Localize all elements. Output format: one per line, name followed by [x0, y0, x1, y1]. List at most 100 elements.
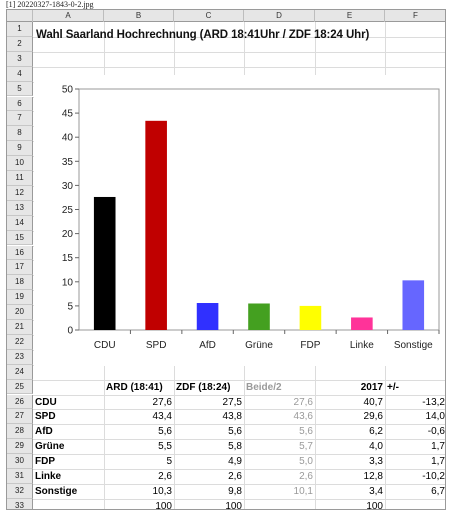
avg-value[interactable]: 43,6	[293, 411, 313, 423]
header-zdf[interactable]: ZDF (18:24)	[176, 381, 231, 393]
avg-value[interactable]: 2,6	[299, 471, 313, 482]
column-header-e[interactable]: E	[315, 10, 385, 22]
header-diff[interactable]: +/-	[387, 381, 399, 393]
column-header-bar: A B C D E F	[7, 10, 445, 22]
row-header-6[interactable]: 6	[7, 96, 33, 112]
y2017-value[interactable]: 3,3	[369, 456, 383, 468]
avg-value[interactable]: 5,0	[299, 456, 313, 468]
party-label[interactable]: FDP	[35, 456, 55, 468]
row-header-26[interactable]: 26	[7, 394, 33, 410]
avg-value[interactable]: 5,6	[299, 426, 313, 438]
header-beide[interactable]: Beide/2	[246, 381, 282, 393]
row-header-17[interactable]: 17	[7, 260, 33, 276]
row-header-32[interactable]: 32	[7, 483, 33, 499]
zdf-value[interactable]: 4,9	[228, 456, 242, 468]
avg-value[interactable]: 5,7	[299, 441, 313, 453]
row-header-12[interactable]: 12	[7, 185, 33, 201]
total-2017[interactable]: 100	[366, 500, 383, 510]
y-tick-label: 30	[62, 181, 74, 192]
diff-value[interactable]: 1,7	[431, 441, 445, 453]
row-header-14[interactable]: 14	[7, 215, 33, 231]
ard-value[interactable]: 5,6	[158, 426, 172, 438]
row-header-25[interactable]: 25	[7, 379, 33, 395]
ard-value[interactable]: 27,6	[152, 396, 172, 408]
zdf-value[interactable]: 9,8	[228, 485, 242, 497]
row-header-29[interactable]: 29	[7, 439, 33, 455]
row-gridline	[33, 424, 445, 426]
corner-cell[interactable]	[7, 10, 33, 22]
row-header-2[interactable]: 2	[7, 36, 33, 52]
row-header-31[interactable]: 31	[7, 469, 33, 484]
total-ard[interactable]: 100	[155, 500, 172, 510]
row-header-19[interactable]: 19	[7, 290, 33, 306]
row-header-4[interactable]: 4	[7, 66, 33, 82]
row-header-33[interactable]: 33	[7, 498, 33, 509]
row-header-10[interactable]: 10	[7, 156, 33, 171]
row-header-18[interactable]: 18	[7, 275, 33, 291]
row-header-13[interactable]: 13	[7, 200, 33, 216]
spreadsheet[interactable]: A B C D E F 1 2 3 4 5 6 7 8 9 10 11 12 13 14 15 16 17 18 1…	[6, 9, 446, 510]
y2017-value[interactable]: 29,6	[363, 411, 383, 423]
zdf-value[interactable]: 5,6	[228, 426, 242, 438]
row-header-11[interactable]: 11	[7, 171, 33, 186]
ard-value[interactable]: 5,5	[158, 441, 172, 453]
column-header-b[interactable]: B	[104, 10, 174, 22]
party-label[interactable]: Grüne	[35, 441, 65, 453]
row-header-28[interactable]: 28	[7, 424, 33, 440]
diff-value[interactable]: 1,7	[431, 456, 445, 468]
diff-value[interactable]: 14,0	[425, 411, 445, 423]
y2017-value[interactable]: 3,4	[369, 485, 383, 497]
row-header-1[interactable]: 1	[7, 22, 33, 37]
column-header-d[interactable]: D	[244, 10, 315, 22]
row-header-16[interactable]: 16	[7, 245, 33, 261]
party-label[interactable]: Linke	[35, 471, 62, 482]
ard-value[interactable]: 43,4	[152, 411, 172, 423]
row-header-8[interactable]: 8	[7, 126, 33, 142]
row-header-30[interactable]: 30	[7, 454, 33, 469]
ard-value[interactable]: 10,3	[152, 485, 172, 497]
diff-value[interactable]: -10,2	[422, 471, 445, 482]
ard-value[interactable]: 5	[166, 456, 172, 468]
bar-grüne	[248, 303, 270, 330]
row-header-5[interactable]: 5	[7, 81, 33, 97]
header-2017[interactable]: 2017	[360, 381, 383, 393]
column-header-a[interactable]: A	[33, 10, 104, 22]
row-header-24[interactable]: 24	[7, 364, 33, 380]
avg-value[interactable]: 27,6	[293, 396, 313, 408]
party-label[interactable]: Sonstige	[35, 485, 78, 497]
bar-sonstige	[402, 280, 425, 330]
y2017-value[interactable]: 4,0	[369, 441, 383, 453]
ard-value[interactable]: 2,6	[158, 471, 172, 482]
header-ard[interactable]: ARD (18:41)	[106, 381, 163, 393]
row-header-15[interactable]: 15	[7, 230, 33, 246]
row-header-9[interactable]: 9	[7, 141, 33, 157]
row-header-3[interactable]: 3	[7, 51, 33, 67]
diff-value[interactable]: -0,6	[427, 426, 445, 438]
row-header-21[interactable]: 21	[7, 320, 33, 335]
column-header-c[interactable]: C	[174, 10, 244, 22]
y2017-value[interactable]: 6,2	[369, 426, 383, 438]
y2017-value[interactable]: 12,8	[363, 471, 383, 482]
party-label[interactable]: AfD	[35, 426, 53, 438]
row-gridline	[33, 483, 445, 485]
zdf-value[interactable]: 43,8	[222, 411, 242, 423]
column-header-f[interactable]: F	[385, 10, 445, 22]
avg-value[interactable]: 10,1	[293, 485, 313, 497]
zdf-value[interactable]: 2,6	[228, 471, 242, 482]
row-header-23[interactable]: 23	[7, 349, 33, 365]
party-label[interactable]: SPD	[35, 411, 56, 423]
row-gridline	[33, 469, 445, 470]
row-header-7[interactable]: 7	[7, 111, 33, 127]
zdf-value[interactable]: 27,5	[222, 396, 242, 408]
party-label[interactable]: CDU	[35, 396, 57, 408]
row-header-27[interactable]: 27	[7, 409, 33, 425]
row-header-20[interactable]: 20	[7, 305, 33, 320]
row-gridline	[33, 439, 445, 441]
total-zdf[interactable]: 100	[225, 500, 242, 510]
diff-value[interactable]: -13,2	[422, 396, 445, 408]
row-header-22[interactable]: 22	[7, 334, 33, 350]
diff-value[interactable]: 6,7	[431, 485, 445, 497]
y2017-value[interactable]: 40,7	[363, 396, 383, 408]
zdf-value[interactable]: 5,8	[228, 441, 242, 453]
bar-chart[interactable]: 0 5 10 15 20 25 30 35 40 45 50 CDU SPD AfD Grüne FDP Lin…	[34, 75, 446, 366]
